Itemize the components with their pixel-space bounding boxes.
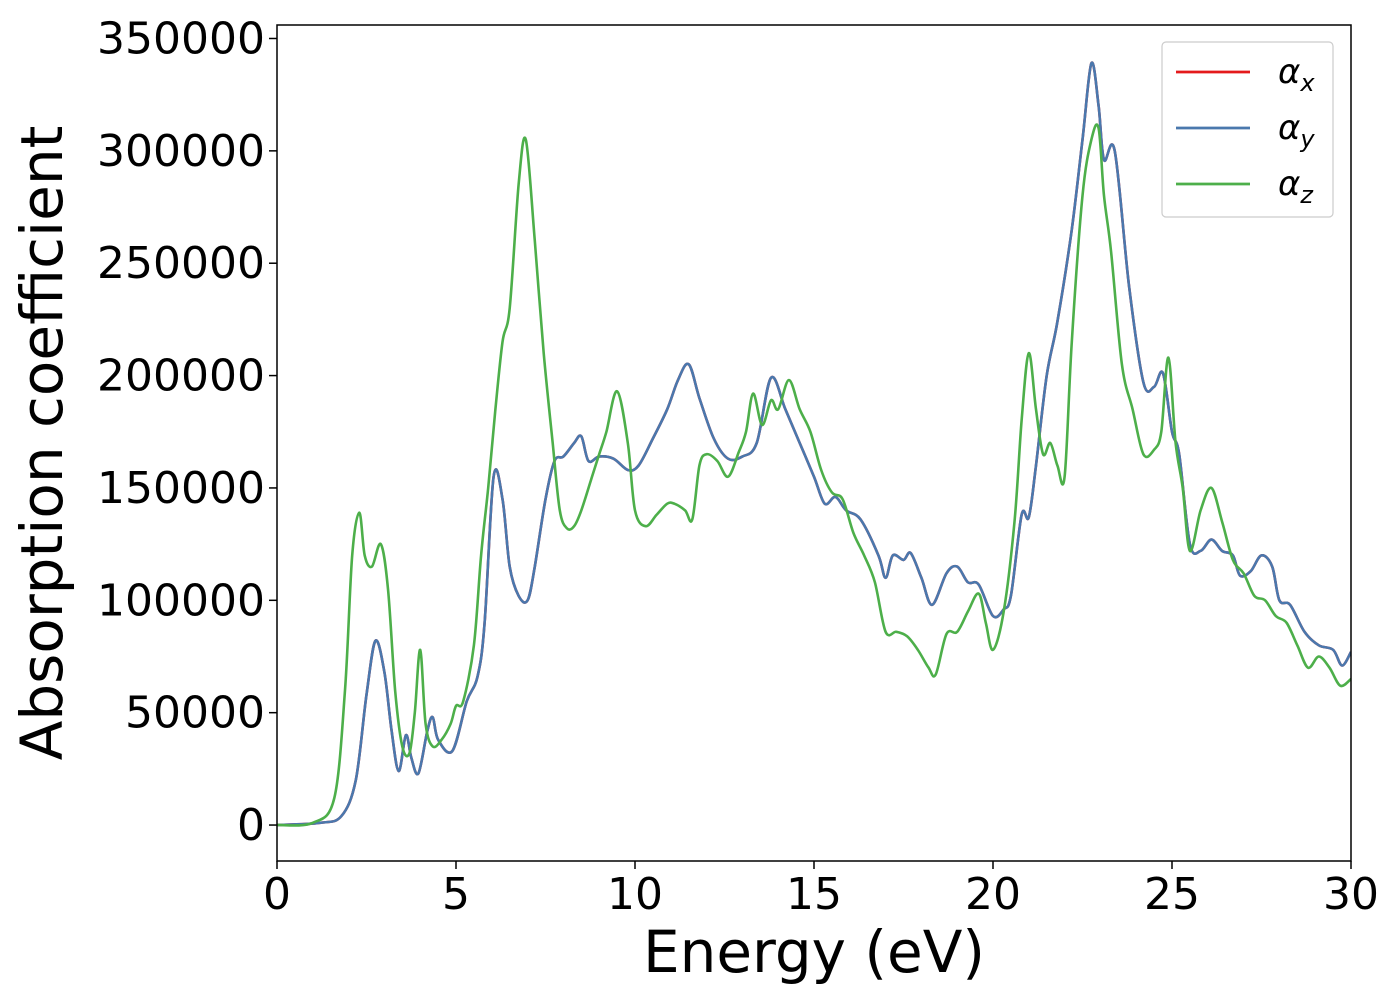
y-tick-label: 300000 (97, 126, 265, 177)
y-tick-label: 250000 (97, 238, 265, 289)
plot-lines (277, 61, 1351, 827)
x-tick-label: 0 (263, 869, 291, 920)
y-tick-label: 100000 (97, 575, 265, 626)
x-tick-label: 5 (442, 869, 470, 920)
legend-subscript: z (1299, 181, 1314, 209)
legend-box (1161, 41, 1334, 218)
x-tick-label: 30 (1323, 869, 1379, 920)
x-tick-label: 15 (786, 869, 842, 920)
legend-subscript: x (1299, 69, 1315, 97)
y-tick-label: 350000 (97, 13, 265, 64)
x-axis-title: Energy (eV) (643, 918, 985, 986)
x-tick-label: 10 (607, 869, 663, 920)
plot-frame (276, 24, 1352, 862)
x-tick-label: 20 (965, 869, 1021, 920)
legend-subscript: y (1299, 125, 1315, 153)
y-tick-label: 50000 (125, 688, 265, 739)
series-line-α-z (277, 123, 1351, 827)
y-axis-title: Absorption coefficient (8, 126, 76, 761)
legend-label-y: αy (1278, 108, 1315, 153)
y-tick-label: 200000 (97, 351, 265, 402)
y-tick-label: 150000 (97, 463, 265, 514)
axis-ticks: 0 5 10 15 20 25 30 0 50000 100000 150000 200000 2500… (97, 13, 1379, 920)
x-tick-label: 25 (1144, 869, 1200, 920)
legend-label-x: αx (1278, 52, 1315, 97)
y-tick-label: 0 (237, 800, 265, 851)
